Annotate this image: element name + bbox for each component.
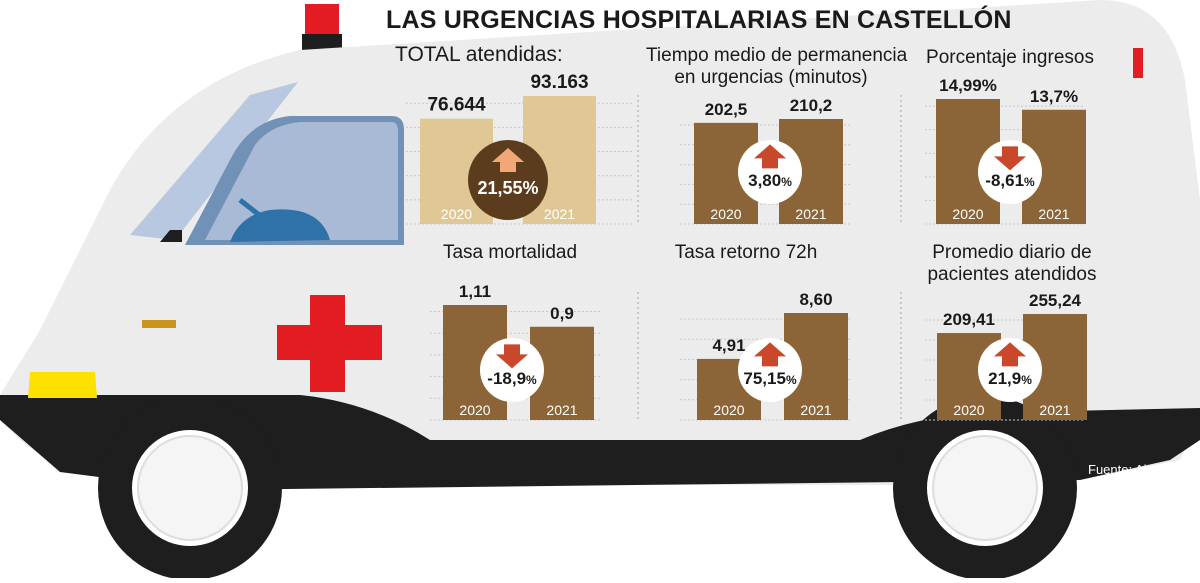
siren-base — [302, 34, 342, 52]
door-handle — [142, 320, 176, 328]
change-badge — [738, 140, 802, 204]
change-badge — [738, 338, 802, 402]
arrow-down-icon — [994, 146, 1026, 171]
red-cross-icon — [277, 295, 382, 392]
siren-light — [305, 4, 339, 34]
year-tick-label: 2021 — [800, 402, 831, 418]
panel-title-permanencia: Tiempo medio de permanencia en urgencias … — [646, 45, 908, 88]
panel-title-ingresos: Porcentaje ingresos — [926, 47, 1094, 68]
seat — [230, 209, 330, 242]
page-title: LAS URGENCIAS HOSPITALARIAS EN CASTELLÓN — [386, 6, 1012, 34]
panel-title-mortalidad: Tasa mortalidad — [442, 242, 578, 263]
arrow-up-icon — [754, 144, 786, 169]
change-label: -8,61% — [985, 171, 1035, 190]
rear-light — [1133, 48, 1143, 78]
change-badge — [978, 338, 1042, 402]
change-badge — [480, 338, 544, 402]
value-label: 14,99% — [939, 76, 997, 95]
change-label: 21,9% — [988, 369, 1032, 388]
year-tick-label: 2020 — [713, 402, 744, 418]
year-tick-label: 2020 — [441, 206, 472, 222]
arrow-up-icon — [492, 148, 524, 172]
panel-title-total: TOTAL atendidas: — [395, 43, 563, 66]
value-label: 202,5 — [705, 100, 748, 119]
value-label: 13,7% — [1030, 87, 1078, 106]
value-label: 8,60 — [799, 290, 832, 309]
rear-wheel — [893, 396, 1077, 580]
change-label: 3,80% — [748, 171, 792, 190]
change-badge — [468, 140, 548, 220]
panel-title-retorno: Tasa retorno 72h — [674, 242, 818, 263]
value-label: 255,24 — [1029, 291, 1082, 310]
year-tick-label: 2020 — [953, 402, 984, 418]
steering-wheel — [238, 198, 287, 237]
panel-title-promedio: Promedio diario de pacientes atendidos — [927, 242, 1097, 285]
arrow-up-icon — [754, 342, 786, 367]
value-label: 210,2 — [790, 96, 833, 115]
year-tick-label: 2021 — [1039, 402, 1070, 418]
year-tick-label: 2020 — [952, 206, 983, 222]
cab-pillar — [160, 230, 182, 242]
change-label: -18,9% — [487, 369, 537, 388]
year-tick-label: 2021 — [544, 206, 575, 222]
front-wheel — [98, 396, 282, 580]
value-label: 209,41 — [943, 310, 995, 329]
charts-layer: 76.644 2020 93.163 2021 21,55% 202,5 2020 210,2… — [406, 72, 1087, 421]
change-label: 21,55% — [477, 178, 538, 198]
value-label: 76.644 — [427, 95, 486, 116]
arrow-down-icon — [496, 344, 528, 369]
year-tick-label: 2020 — [459, 402, 490, 418]
year-tick-label: 2020 — [710, 206, 741, 222]
year-tick-label: 2021 — [795, 206, 826, 222]
value-label: 0,9 — [550, 304, 574, 323]
change-label: 75,15% — [743, 369, 797, 388]
value-label: 4,91 — [712, 336, 745, 355]
headlight — [28, 372, 97, 398]
arrow-up-icon — [994, 342, 1026, 367]
value-label: 93.163 — [530, 72, 588, 93]
windshield — [130, 82, 298, 240]
change-badge — [978, 140, 1042, 204]
source-note: Fuente: Alumbra — [1088, 462, 1184, 477]
year-tick-label: 2021 — [1038, 206, 1069, 222]
value-label: 1,11 — [459, 282, 491, 301]
year-tick-label: 2021 — [546, 402, 577, 418]
